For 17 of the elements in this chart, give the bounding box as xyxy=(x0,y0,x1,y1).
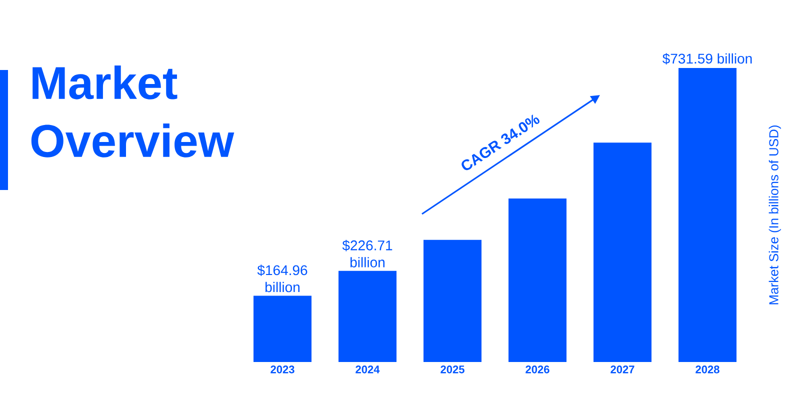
x-tick-label: 2023 xyxy=(270,366,294,374)
bar xyxy=(678,68,736,362)
bar xyxy=(338,270,397,362)
bar xyxy=(254,296,312,362)
bar xyxy=(508,198,566,362)
x-tick-label: 2024 xyxy=(356,366,380,374)
data-label: $226.71 billion xyxy=(342,240,392,268)
x-tick-label: 2025 xyxy=(440,366,464,374)
data-label: $164.96 billion xyxy=(257,264,308,292)
x-tick-label: 2027 xyxy=(610,366,634,374)
bar xyxy=(594,142,652,362)
data-label: $731.59 billion xyxy=(662,53,752,64)
x-tick-label: 2026 xyxy=(526,366,550,374)
chart-title: Market Overview xyxy=(31,66,234,158)
y-axis-title: Market Size (In billions of USD) xyxy=(768,126,781,304)
bar xyxy=(424,240,482,362)
x-tick-label: 2028 xyxy=(696,366,720,374)
